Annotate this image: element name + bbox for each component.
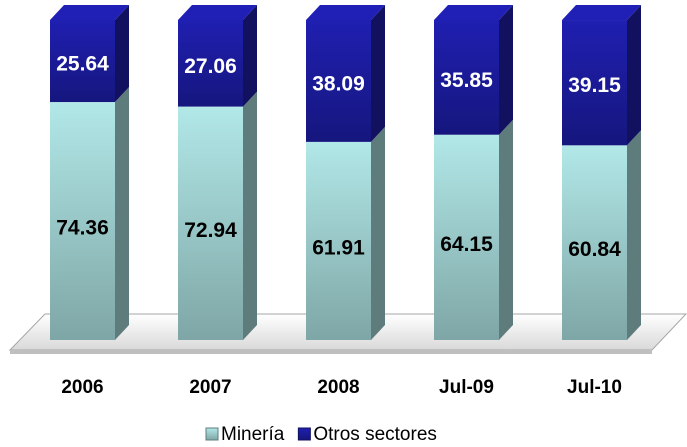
x-tick-label: Jul-09 [439, 377, 494, 398]
bar-side [627, 5, 641, 146]
bar-segment [178, 106, 243, 340]
bar-segment [306, 141, 371, 340]
x-tick-label: 2007 [189, 377, 231, 398]
bar-side [499, 119, 513, 340]
bar-side [115, 5, 129, 103]
bar-side [371, 5, 385, 142]
bar-segment [434, 20, 499, 135]
value-label: 61.91 [312, 236, 365, 259]
bar-side [627, 130, 641, 340]
bar-segment [50, 102, 115, 340]
bar-top [434, 5, 513, 20]
x-tick-label: Jul-10 [567, 377, 622, 398]
floor-edge [10, 350, 652, 354]
bar-side [371, 126, 385, 340]
bar-segment [562, 145, 627, 340]
bar-side [243, 5, 257, 107]
value-label: 60.84 [568, 238, 621, 261]
legend-label: Otros sectores [313, 424, 437, 445]
value-label: 35.85 [440, 69, 493, 92]
bar-side [243, 91, 257, 340]
legend-swatch [205, 427, 219, 441]
value-label: 74.36 [56, 217, 109, 240]
value-label: 64.15 [440, 233, 493, 256]
bar-top [562, 5, 641, 21]
bar-segment [50, 20, 115, 103]
bar-top [50, 5, 129, 20]
value-label: 27.06 [184, 55, 237, 78]
bar-segment [178, 20, 243, 107]
value-label: 39.15 [568, 74, 621, 97]
bar-top [306, 5, 385, 20]
bar-segment [562, 20, 627, 146]
legend-swatch [297, 427, 311, 441]
value-label: 72.94 [184, 219, 237, 242]
bar-side [499, 5, 513, 135]
bar-side [115, 87, 129, 340]
x-tick-label: 2008 [317, 377, 359, 398]
bar-top [178, 5, 257, 20]
x-tick-label: 2006 [61, 377, 103, 398]
value-label: 38.09 [312, 72, 365, 95]
value-label: 25.64 [56, 53, 109, 76]
legend-label: Minería [221, 424, 285, 445]
bar-segment [434, 134, 499, 340]
bar-segment [306, 20, 371, 142]
